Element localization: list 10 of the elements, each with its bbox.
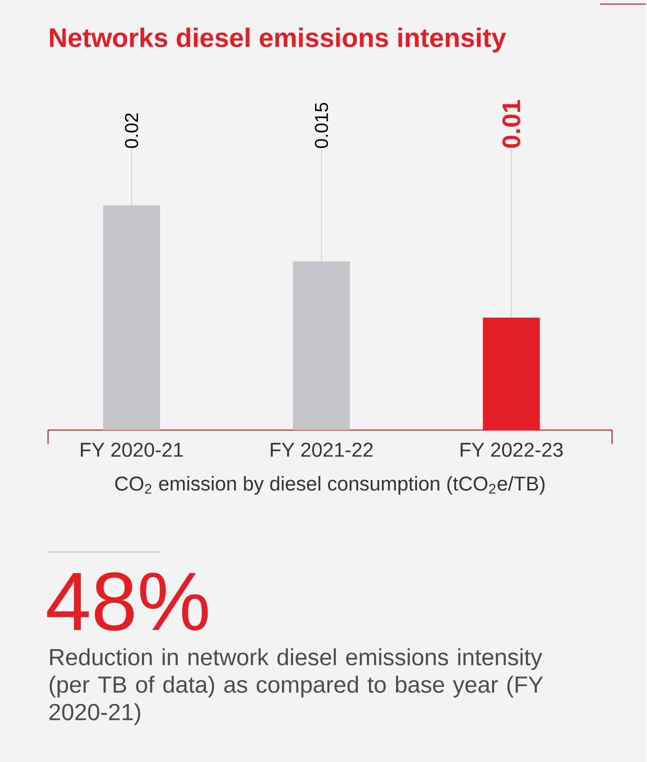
x-axis-title: CO$_{2}$ emission by diesel consumption (tCO$_{2}$e/TB) bbox=[116, 476, 545, 495]
text: Reduction in network diesel emissions intensity (per TB of data) as compared to base year (FY 2020-21) bbox=[50, 648, 544, 725]
x-tick-label: FY 2022-23 bbox=[460, 442, 563, 457]
chart-title: Networks diesel emissions intensity bbox=[50, 28, 506, 52]
x-tick-label: FY 2020-21 bbox=[81, 442, 184, 457]
data-label: 0.01 bbox=[502, 100, 521, 148]
data-label: 0.02 bbox=[125, 113, 138, 148]
x-tick-label: FY 2021-22 bbox=[271, 442, 373, 457]
data-label: 0.015 bbox=[315, 102, 328, 148]
text: 48% bbox=[47, 572, 208, 631]
